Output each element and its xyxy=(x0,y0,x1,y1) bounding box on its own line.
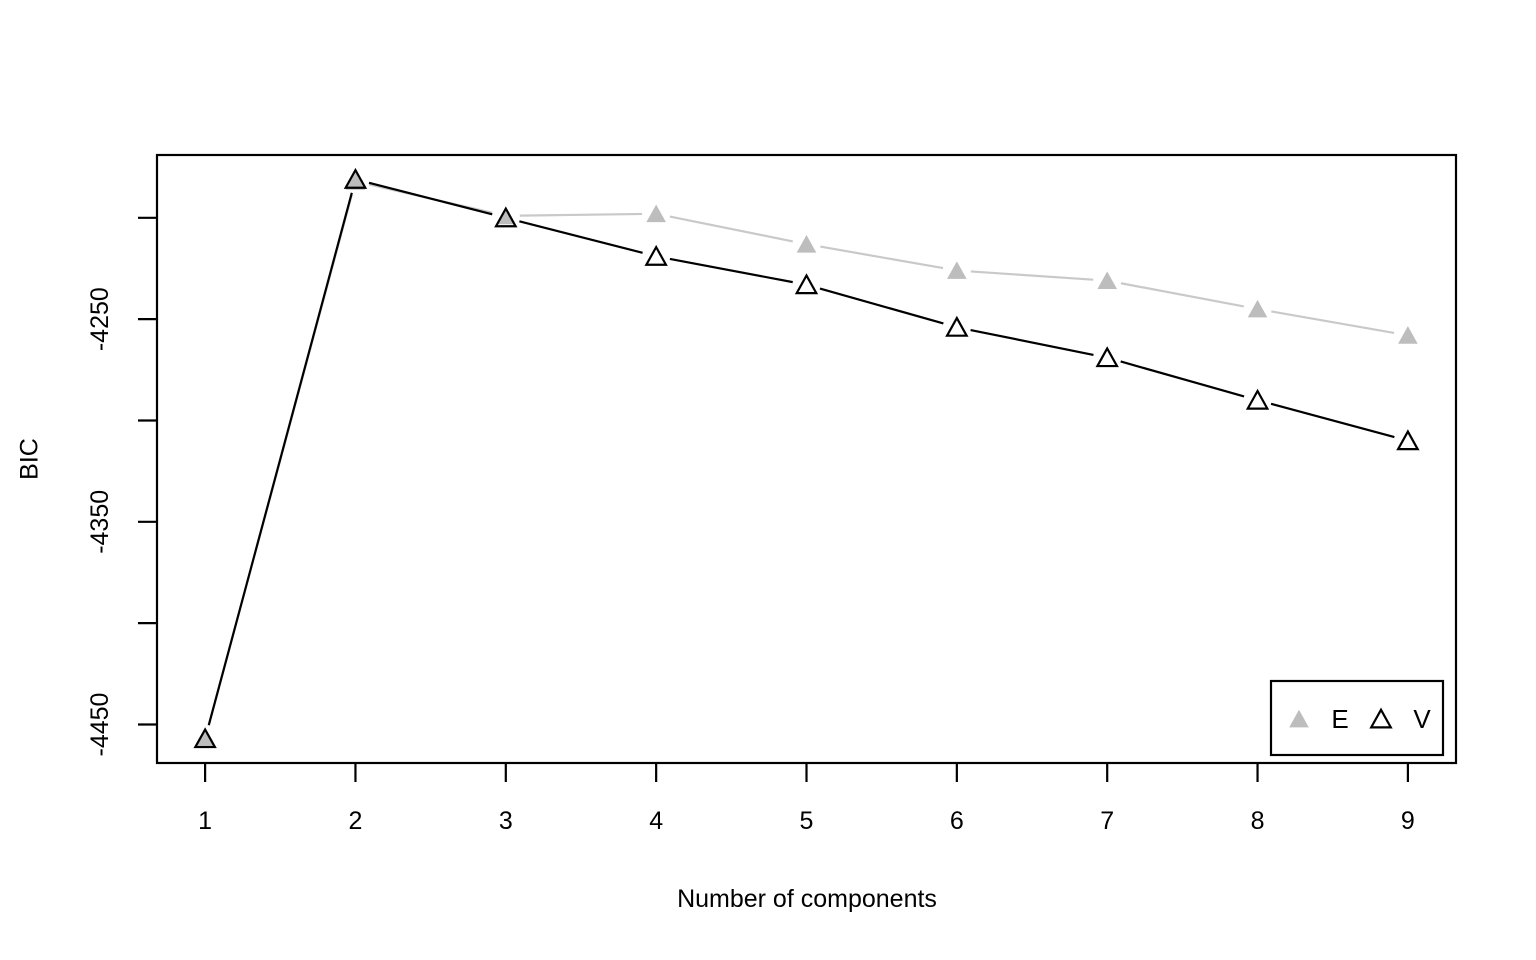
series-V-marker xyxy=(644,244,668,266)
series-V-line-segment xyxy=(970,328,1094,356)
series-V-marker xyxy=(945,315,969,337)
series-E-line-segment xyxy=(669,215,793,243)
legend-marker-E xyxy=(1289,709,1309,728)
x-axis-title: Number of components xyxy=(677,885,937,913)
series-E-marker xyxy=(646,204,666,223)
series-E-marker xyxy=(496,206,516,225)
legend-marker-V xyxy=(1369,707,1393,729)
series-E-line-segment xyxy=(1271,310,1395,335)
series-V-line-segment xyxy=(1120,360,1245,398)
x-tick-label: 6 xyxy=(950,807,964,835)
y-tick-label: -4450 xyxy=(86,693,114,757)
series-V-line-segment xyxy=(819,287,944,325)
series-E-line-segment xyxy=(1120,282,1244,308)
series-E-line-segment xyxy=(970,270,1094,281)
series-V-marker xyxy=(494,206,518,228)
legend-label-V: V xyxy=(1413,704,1431,734)
y-tick-label: -4250 xyxy=(86,287,114,351)
x-tick-label: 9 xyxy=(1401,807,1415,835)
series-V-marker xyxy=(1245,388,1270,410)
y-tick-label: -4350 xyxy=(86,490,114,554)
series-V-line-segment xyxy=(519,220,643,254)
x-tick-label: 7 xyxy=(1100,807,1114,835)
series-E-marker xyxy=(1247,299,1268,318)
series-E-marker xyxy=(947,261,967,279)
series-V-line-segment xyxy=(368,181,493,216)
series-E-marker xyxy=(195,729,215,748)
x-tick-label: 2 xyxy=(349,807,363,835)
series-V-marker xyxy=(193,727,217,749)
series-V-marker xyxy=(343,167,368,189)
series-V-marker xyxy=(1396,429,1420,451)
series-V-line-segment xyxy=(1270,402,1395,439)
x-tick-label: 5 xyxy=(800,807,814,835)
y-axis-title: BIC xyxy=(15,438,44,480)
series-V-line-segment xyxy=(207,192,353,726)
series-V-marker xyxy=(1095,346,1119,368)
series-E-marker xyxy=(1398,326,1418,344)
series-V-marker xyxy=(794,273,819,295)
series-E-line-segment xyxy=(820,245,944,270)
series-E-line-segment xyxy=(519,212,643,217)
legend-label-E: E xyxy=(1331,704,1348,734)
x-tick-label: 4 xyxy=(649,807,663,835)
series-V-line-segment xyxy=(669,257,793,284)
x-tick-label: 3 xyxy=(499,807,513,835)
series-E-marker xyxy=(1097,271,1117,290)
x-tick-label: 1 xyxy=(198,807,212,835)
series-E-marker xyxy=(796,234,817,253)
x-tick-label: 8 xyxy=(1251,807,1265,835)
series-E-marker xyxy=(345,172,366,190)
